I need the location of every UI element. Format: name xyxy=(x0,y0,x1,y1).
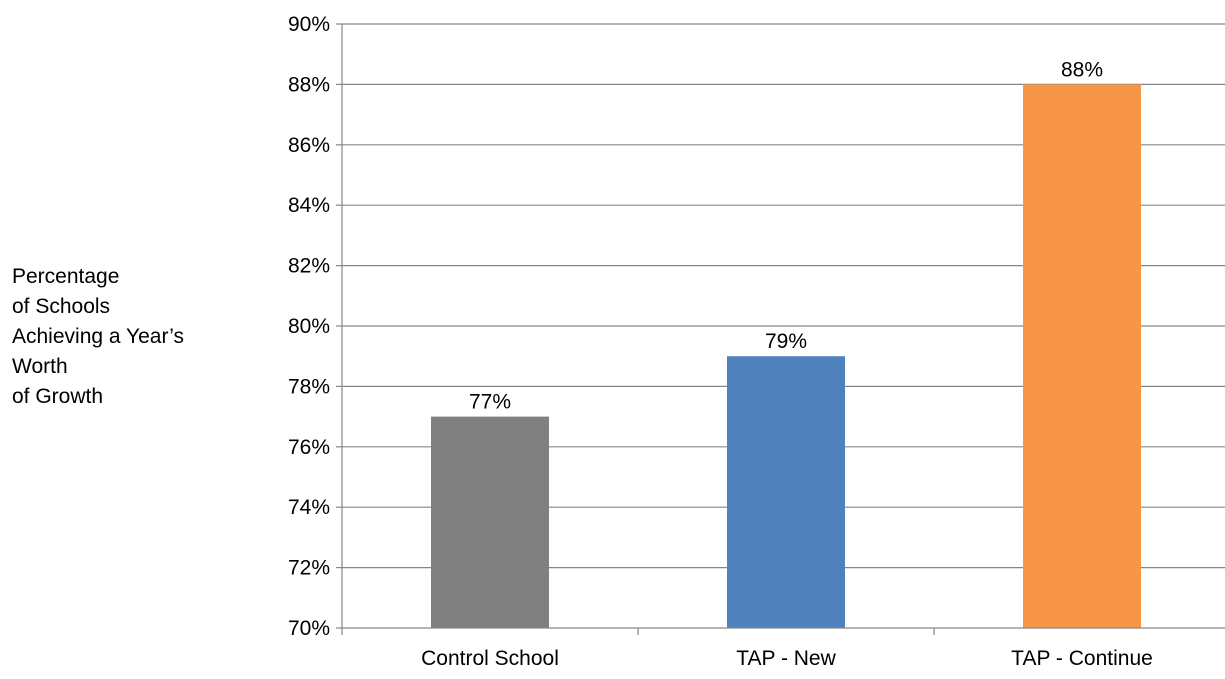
y-axis-label-line: of Schools xyxy=(12,295,111,318)
y-tick-label: 72% xyxy=(288,557,330,580)
y-tick-label: 88% xyxy=(288,73,330,96)
data-label: 88% xyxy=(1061,58,1103,81)
y-tick-label: 74% xyxy=(288,496,330,519)
y-tick-label: 84% xyxy=(288,194,330,217)
data-label: 77% xyxy=(469,391,511,414)
y-tick-label: 80% xyxy=(288,315,330,338)
bar xyxy=(431,416,549,628)
data-label: 79% xyxy=(765,330,807,353)
y-axis-label: Percentage of Schools Achieving a Year’s… xyxy=(12,262,252,412)
y-tick-label: 78% xyxy=(288,375,330,398)
y-axis-label-line: Achieving a Year’s xyxy=(12,325,185,348)
x-tick-label: TAP - New xyxy=(736,647,836,670)
axes xyxy=(336,23,1225,635)
y-axis-label-line: Worth xyxy=(12,355,68,378)
labels: 70% 72% 74% 76% 78% 80% 82% 84% 86% 88% 90% 77% Cont… xyxy=(288,13,1153,670)
y-axis-label-line: of Growth xyxy=(12,385,104,408)
y-tick-label: 70% xyxy=(288,617,330,640)
y-tick-label: 90% xyxy=(288,13,330,36)
y-axis-label-line: Percentage xyxy=(12,265,120,288)
y-tick-label: 86% xyxy=(288,134,330,157)
bar xyxy=(727,356,845,628)
bar xyxy=(1023,84,1141,628)
bars xyxy=(431,84,1141,628)
x-tick-label: Control School xyxy=(421,647,559,670)
y-tick-label: 82% xyxy=(288,255,330,278)
x-tick-label: TAP - Continue xyxy=(1011,647,1153,670)
y-tick-label: 76% xyxy=(288,436,330,459)
